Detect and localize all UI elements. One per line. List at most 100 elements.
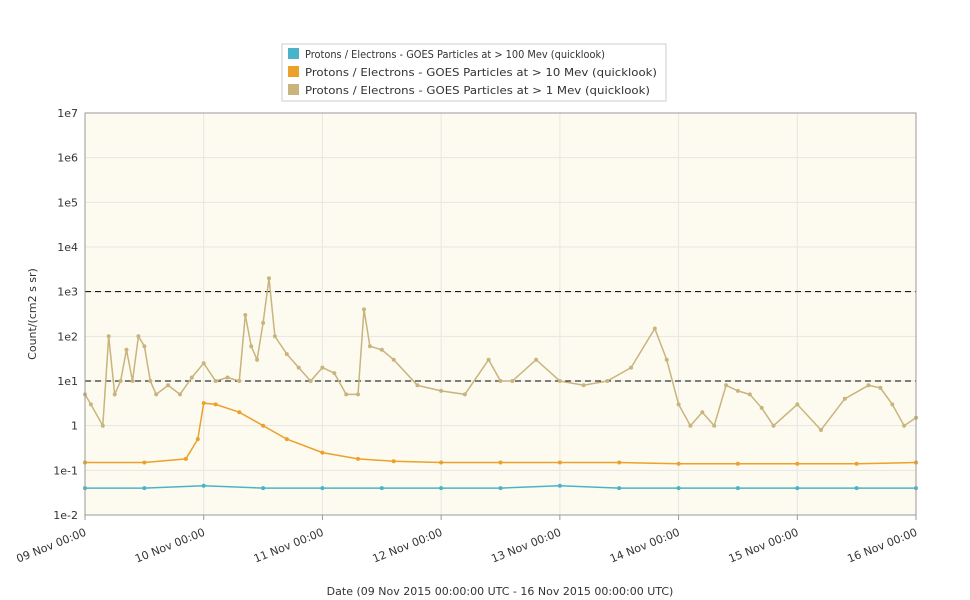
data-point [249,344,254,349]
data-point [166,383,171,388]
plot-background [85,113,916,515]
data-point [261,320,266,325]
data-point [890,402,895,407]
data-point [112,392,117,397]
x-tick-label: 15 Nov 00:00 [727,526,801,566]
data-point [267,276,271,281]
series-0 [83,483,918,491]
data-point [391,357,396,362]
data-point [225,375,230,380]
data-point [557,379,562,383]
y-tick-label: 1e3 [57,286,78,299]
data-point [795,461,800,466]
data-point [629,365,634,370]
x-tick-label: 12 Nov 00:00 [371,526,445,566]
data-point [237,379,242,383]
data-point [356,456,360,461]
data-point [106,334,111,339]
data-point [118,379,123,383]
data-point [88,402,93,407]
x-tick-label: 11 Nov 00:00 [252,526,326,566]
data-point [415,383,420,388]
data-point [676,402,681,407]
data-point [439,486,444,491]
y-tick-label: 1e-2 [53,509,78,522]
data-point [100,423,105,428]
data-point [842,396,847,401]
data-point [142,486,147,491]
data-point [534,357,539,362]
data-point [320,450,325,455]
data-point [498,486,503,491]
data-point [308,379,313,383]
data-point [201,361,206,366]
data-point [854,486,859,491]
legend-label-1mev[interactable]: Protons / Electrons - GOES Particles at … [305,84,650,97]
data-point [557,460,562,465]
data-point [136,334,141,339]
data-point [439,388,444,393]
x-axis-ticks: 09 Nov 00:00 10 Nov 00:00 11 Nov 00:00 12 N… [14,515,919,566]
y-tick-label: 1e7 [57,107,78,120]
y-axis-title: Count/(cm2 s sr) [26,268,39,360]
data-point [735,461,740,466]
data-point [581,383,586,388]
data-point [272,334,277,339]
data-point [154,392,159,397]
data-point [178,392,182,397]
legend-label-10mev[interactable]: Protons / Electrons - GOES Particles at … [305,66,657,79]
y-tick-label: 1e6 [57,152,78,165]
data-point [142,344,147,349]
data-point [142,460,147,465]
data-point [255,357,260,362]
series-1 [83,401,918,466]
data-point [664,357,669,362]
legend-swatch-10mev [288,66,299,77]
y-tick-label: 1e-1 [53,464,78,477]
y-tick-label: 1 [71,420,78,433]
data-point [854,461,859,466]
data-point [902,423,907,428]
data-point [356,392,360,397]
data-point [195,437,200,442]
data-point [795,402,800,407]
data-point [498,460,503,465]
data-point [284,437,289,442]
data-point [362,307,366,312]
data-point [320,486,325,491]
data-point [261,423,266,428]
y-tick-label: 1e2 [57,330,78,343]
series-line [84,278,917,432]
x-tick-label: 13 Nov 00:00 [489,526,563,566]
data-point [652,326,657,331]
y-tick-label: 1e1 [57,375,78,388]
data-point [676,461,681,466]
series-layer [83,276,918,491]
data-point [759,405,764,410]
data-point [498,379,503,383]
legend-label-100mev[interactable]: Protons / Electrons - GOES Particles at … [305,48,605,61]
data-point [148,379,153,383]
data-point [439,460,444,465]
data-point [688,423,693,428]
x-tick-label: 10 Nov 00:00 [133,526,207,566]
data-point [213,379,218,383]
legend-box [281,43,667,102]
data-point [486,357,491,362]
data-point [700,410,705,415]
y-tick-label: 1e4 [57,241,78,254]
x-tick-label: 09 Nov 00:00 [14,526,88,566]
data-point [367,344,372,349]
legend[interactable]: Protons / Electrons - GOES Particles at … [281,43,667,102]
data-point [391,459,396,464]
legend-swatch-100mev [288,48,299,59]
data-point [379,347,384,352]
data-point [712,423,717,428]
data-point [243,313,248,317]
data-point [676,486,681,491]
data-point [344,392,349,397]
data-point [724,383,729,388]
x-axis-title: Date (09 Nov 2015 00:00:00 UTC - 16 Nov … [327,585,674,598]
data-point [284,352,289,357]
